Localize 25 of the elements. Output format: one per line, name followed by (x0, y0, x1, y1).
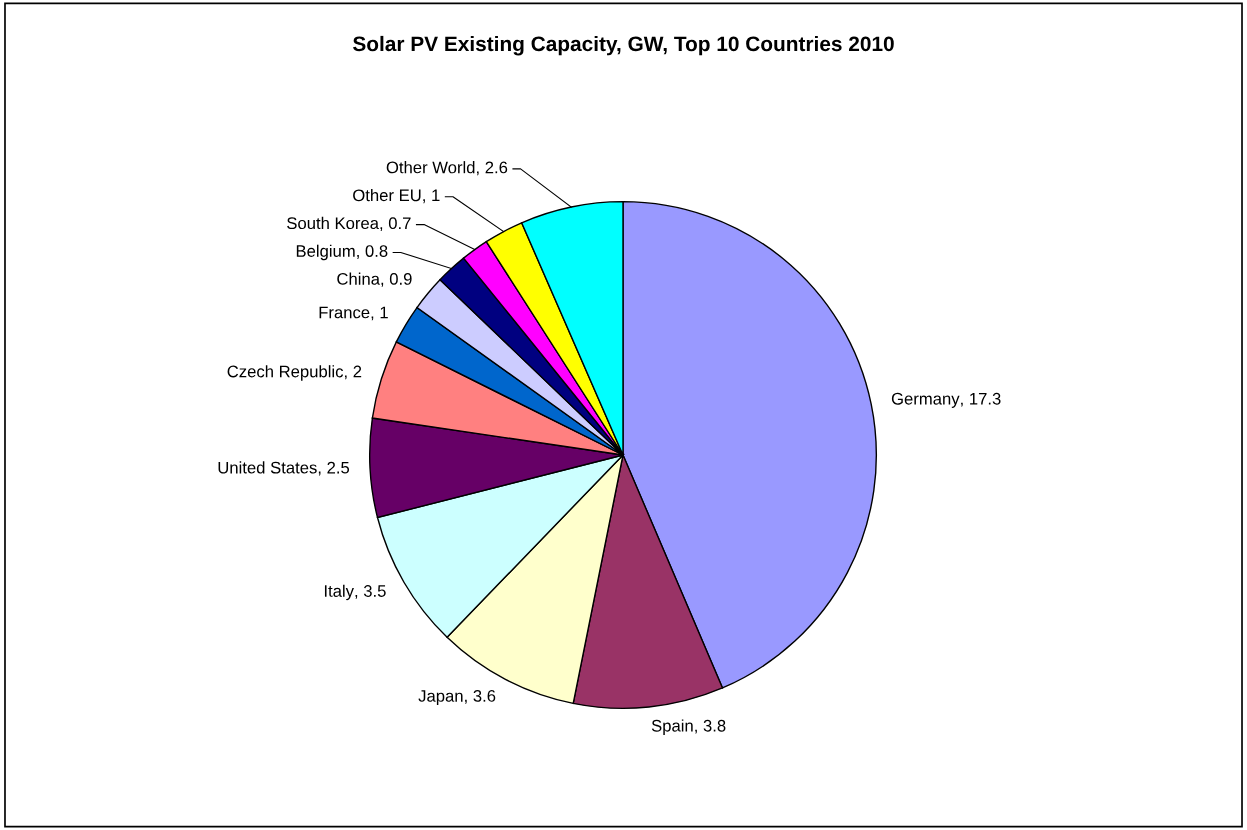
data-label: , 1 (371, 306, 388, 321)
chart-title: Solar PV Existing Capacity, GW, Top 10 Countries 2010 (353, 35, 894, 56)
data-label: , 1 (423, 189, 440, 204)
data-label: , 0.9 (381, 273, 412, 287)
data-label: , 2 (344, 365, 362, 380)
data-label: , 2.5 (318, 461, 350, 476)
data-label: , 0.7 (380, 217, 411, 232)
slice-label: Spain (651, 719, 693, 735)
data-label: , 3.6 (465, 690, 496, 704)
slice-label: France (319, 306, 370, 319)
slice-label: Germany (891, 392, 960, 408)
slice-label: Italy (324, 584, 354, 601)
data-label: , 3.8 (695, 719, 726, 734)
slice-label: Other EU (353, 188, 421, 202)
data-label: , 17.3 (961, 392, 1001, 407)
slice-label: South Korea (287, 216, 379, 230)
data-label: , 3.5 (355, 585, 386, 599)
slice-label: China (337, 272, 380, 285)
slice-label: Other World (386, 161, 475, 174)
data-label: , 2.6 (476, 161, 508, 176)
slice-label: United States (218, 461, 317, 474)
slice-label: Czech Republic (227, 365, 344, 381)
slice-label: Japan (418, 690, 463, 706)
data-label: , 0.8 (357, 245, 388, 259)
slice-label: Belgium (296, 244, 355, 261)
